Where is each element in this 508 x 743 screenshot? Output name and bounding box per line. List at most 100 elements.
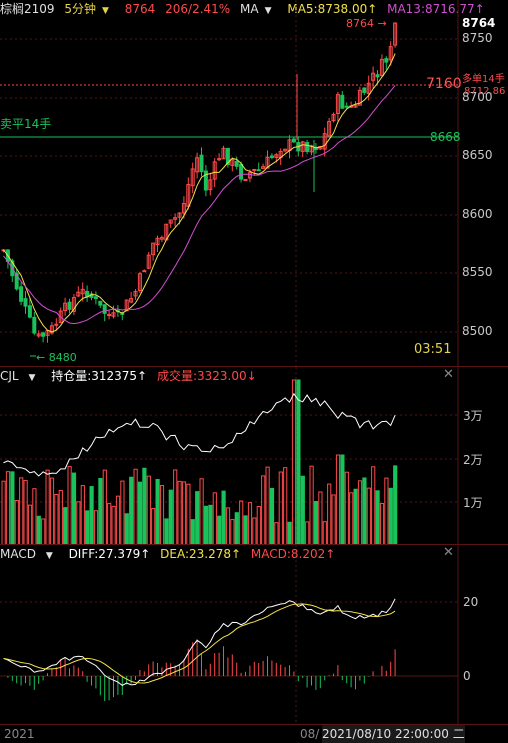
candle-body: [27, 305, 32, 318]
volume-bar: [98, 477, 103, 545]
volume-bar: [76, 501, 81, 545]
volume-bar: [63, 507, 68, 545]
volume-bar: [195, 491, 200, 545]
candle-body: [300, 141, 305, 152]
volume-bar: [32, 488, 37, 545]
candle-body: [111, 312, 116, 317]
volume-bar: [36, 515, 41, 545]
indicator-name: MACD: [0, 547, 36, 561]
candle-body: [322, 133, 327, 150]
order-line-value[interactable]: 7160: [426, 76, 462, 92]
candle-body: [243, 179, 248, 182]
volume-bar: [151, 508, 156, 545]
candle-body: [261, 166, 266, 169]
candle-body: [340, 94, 345, 109]
indicator-select[interactable]: MACD ▼: [0, 547, 59, 561]
candle-body: [80, 288, 85, 295]
candle-body: [107, 313, 112, 317]
dea-line: [3, 603, 396, 684]
volume-bar: [269, 487, 275, 545]
candle-body: [71, 297, 76, 312]
candle-body: [217, 158, 222, 161]
macd-panel[interactable]: MACD ▼ DIFF:27.379↑ DEA:23.278↑ MACD:8.2…: [0, 544, 508, 725]
candle-body: [98, 300, 103, 306]
candle-body: [58, 310, 63, 324]
volume-bar: [335, 454, 341, 545]
volume-bar: [252, 517, 257, 545]
candle-body: [344, 105, 349, 108]
ma13-value: MA13:8716.77↑: [387, 2, 485, 16]
volume-bar: [5, 471, 11, 545]
contract-name[interactable]: 棕榈2109: [0, 2, 55, 16]
candle-body: [195, 157, 200, 173]
volume-bar: [111, 505, 116, 545]
candle-body: [379, 58, 384, 77]
candle-body: [102, 304, 107, 314]
candle-body: [366, 82, 371, 94]
volume-bar: [388, 487, 393, 545]
candle-body: [269, 155, 274, 159]
period-label: 5分钟: [64, 2, 97, 16]
clock: 03:51: [414, 342, 452, 357]
candle-body: [41, 332, 46, 337]
candle-body: [32, 316, 37, 334]
time-label-partial: 08/: [300, 727, 320, 741]
volume-bar: [102, 469, 107, 545]
time-axis: 2021 08/ 2021/08/10 22:00:00 二: [0, 724, 508, 743]
volume-bar: [129, 476, 134, 545]
sell-order-label[interactable]: 卖平14手: [0, 117, 52, 131]
volume-bar: [366, 487, 371, 545]
caret-down-icon: ▼: [264, 6, 272, 16]
period-select[interactable]: 5分钟 ▼: [64, 2, 115, 16]
ma-indicator-select[interactable]: MA ▼: [240, 2, 277, 16]
volume-bar: [247, 502, 253, 545]
indicator-select[interactable]: CJL ▼: [0, 369, 41, 383]
y-tick: 20: [463, 595, 479, 609]
volume-bar: [27, 504, 33, 545]
candle-body: [168, 219, 173, 224]
candle-body: [63, 302, 68, 312]
volume-bar: [318, 491, 323, 545]
last-price: 8764: [124, 2, 156, 16]
candle-body: [388, 46, 393, 61]
volume-bar: [168, 489, 173, 545]
candle-body: [331, 113, 336, 122]
candle-body: [362, 87, 367, 93]
volume-bar: [124, 513, 129, 545]
macd-value: MACD:8.202↑: [250, 547, 336, 561]
volume-panel[interactable]: CJL ▼ 持仓量:312375↑ 成交量:3323.00↓ ✕ 3万 2万 1…: [0, 366, 508, 545]
volume-bar: [261, 475, 266, 545]
chart-header: 棕榈2109 5分钟 ▼ 8764 206/2.41% MA ▼ MA5:8738.…: [0, 0, 491, 18]
price-panel[interactable]: 8764 8750 8700 8650 8600 8550 8500 8764 …: [0, 0, 508, 366]
volume-bar: [221, 490, 226, 545]
open-interest: 持仓量:312375↑: [51, 369, 148, 383]
buy-order-price: 8712.86: [464, 86, 506, 97]
candle-body: [186, 183, 191, 207]
buy-order-label[interactable]: 多单14手: [462, 74, 505, 85]
volume-bar: [142, 467, 147, 545]
volume-bar: [120, 480, 125, 545]
diff-value: DIFF:27.379↑: [68, 547, 151, 561]
volume-chart[interactable]: [0, 367, 508, 545]
cursor-datetime: 2021/08/10 22:00:00 二: [322, 725, 465, 743]
candle-body: [357, 89, 362, 106]
volume-bar: [58, 489, 63, 545]
macd-header: MACD ▼ DIFF:27.379↑ DEA:23.278↑ MACD:8.2…: [0, 545, 341, 563]
y-tick: 8750: [462, 31, 493, 45]
candle-body: [239, 163, 244, 180]
volume-bar: [305, 521, 310, 545]
close-icon[interactable]: ✕: [443, 367, 454, 382]
candlestick-chart[interactable]: [0, 0, 508, 366]
candle-body: [265, 156, 270, 169]
macd-chart[interactable]: [0, 545, 508, 725]
time-label-year: 2021: [4, 727, 35, 741]
caret-down-icon: ▼: [28, 373, 36, 383]
ma5-value: MA5:8738.00↑: [287, 2, 378, 16]
volume-bar: [45, 469, 50, 545]
close-icon[interactable]: ✕: [443, 545, 454, 560]
volume-bar: [164, 518, 169, 545]
volume-bar: [177, 480, 182, 545]
sell-order-price: 8668: [430, 130, 461, 144]
candle-body: [208, 179, 213, 191]
candle-body: [305, 142, 310, 152]
